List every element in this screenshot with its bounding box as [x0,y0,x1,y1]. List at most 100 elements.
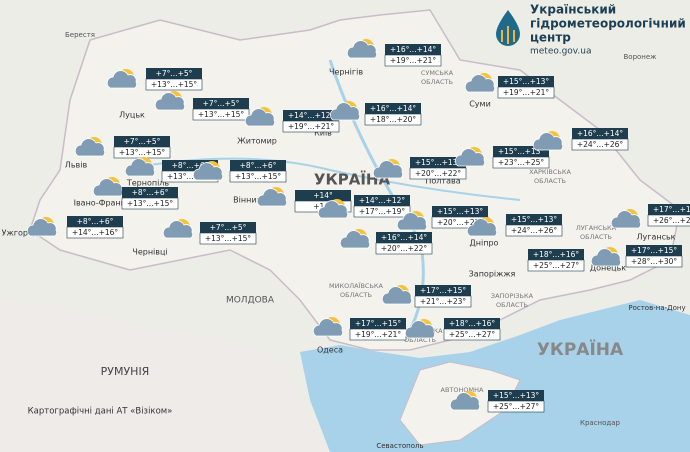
day-temp: +19°...+21° [390,56,437,65]
place-label: Чернівці [132,248,167,257]
day-temp: +13°...+15° [205,234,252,243]
place-label: Ужгород [2,229,39,238]
night-box [626,245,682,256]
cloud-icon [317,200,348,219]
day-temp: +26°...+28° [653,216,690,225]
weather-badge: +8°...+6° +13°...+15° [92,177,179,210]
place-label: ОБЛАСТЬ [421,78,453,86]
cloud-icon [449,392,480,411]
night-box [193,98,249,109]
night-box [488,390,544,401]
night-box [493,146,549,157]
place-label: ЛУГАНСЬКА [576,224,617,232]
day-temp: +19° [313,202,333,211]
day-box [571,138,629,151]
cloud-icon [346,40,377,59]
day-box [443,328,501,341]
night-box [146,68,202,79]
day-temp: +23°...+25° [498,158,545,167]
place-label: Луганськ [636,233,675,242]
place-label: Чернігів [329,68,363,77]
day-temp: +13°...+15° [151,80,198,89]
night-temp: +18°...+16° [533,250,580,259]
cloud-icon [26,218,57,237]
day-temp: +14°...+16° [72,228,119,237]
night-box [350,318,406,329]
day-box [353,205,411,218]
weather-badge: +7°...+5° +13°...+15° [162,219,257,245]
place-label: Київ [314,129,332,138]
weather-badge: +18°...+16° +25°...+27° [527,249,585,272]
night-temp: +15°...+13° [415,158,462,167]
weather-badge: +7°...+5° +13°...+15° [74,136,171,159]
night-temp: +7°...+5° [203,99,240,108]
day-temp: +28°...+30° [631,257,678,266]
night-box [122,187,178,198]
night-temp: +7°...+5° [124,137,161,146]
cloud-icon [404,320,435,339]
night-box [365,103,421,114]
place-label: РУМУНІЯ [101,365,150,378]
place-label: УКРАЇНА [314,170,391,189]
night-box [67,216,123,227]
place-label: УКРАЇНА [537,338,624,360]
day-box [527,259,585,272]
night-temp: +7°...+5° [210,223,247,232]
place-label: АВТОНОМНА [441,386,484,394]
night-temp: +17°...+15° [420,286,467,295]
weather-badge: +16°...+14° +24°...+26° [532,128,629,151]
night-box [230,160,286,171]
weather-badge: +14° +19° [256,187,352,213]
night-box [354,195,410,206]
place-label: Львів [65,161,88,170]
cloud-icon [124,158,155,177]
weather-badge: +15°...+13° +23°...+25° [454,146,550,169]
weather-badge: +17°...+15° +28°...+30° [590,245,683,268]
night-temp: +17°...+15° [631,246,678,255]
night-box [376,232,432,243]
place-label: ОБЛАСТЬ [534,177,566,185]
day-temp: +13°...+15° [235,172,282,181]
cloud-icon [244,108,275,127]
day-temp: +17°...+19° [359,207,406,216]
night-box [295,190,351,201]
day-box [66,226,124,239]
weather-badge: +17°...+15° +26°...+28° [610,204,690,229]
day-temp: +13°...+15° [127,199,174,208]
day-box [145,78,203,91]
cloud-icon [396,212,427,231]
weather-badge: +17°...+15° +19°...+21° [312,317,407,341]
place-label: ОБЛАСТЬ [404,336,436,344]
weather-badge: +7°...+5° +13°...+15° [106,68,203,91]
place-label: Житомир [237,137,277,146]
day-temp: +19°...+21° [288,122,335,131]
place-label: МОЛДОВА [226,296,275,306]
day-temp: +19°...+21° [503,88,550,97]
night-temp: +15°...+13° [503,77,550,86]
day-box [487,400,545,413]
day-box [625,255,683,268]
weather-badge: +15°...+13° +20°...+22° [396,206,489,231]
day-temp: +20°...+22° [415,169,462,178]
weather-badge: +16°...+14° +18°...+20° [329,101,422,126]
weather-badge: +15°...+13° +24°...+26° [466,214,563,237]
day-box [492,156,550,169]
night-box [385,44,441,55]
night-temp: +15°...+13° [493,391,540,400]
cloud-icon [74,138,105,157]
weather-badge: +14°...+12° +17°...+19° [317,195,411,219]
day-temp: +21°...+23° [420,297,467,306]
place-label: Одеса [317,346,343,355]
night-box [572,128,628,139]
day-box [409,167,467,180]
cloud-icon [381,286,412,305]
place-label: Луцьк [119,111,145,120]
night-box [648,204,690,215]
night-box [444,318,500,329]
weather-badge: +16°...+14° +20°...+22° [339,229,433,255]
night-temp: +16°...+14° [381,233,428,242]
river [149,157,521,201]
night-temp: +8°...+6° [240,161,277,170]
day-temp: +13°...+15° [167,172,214,181]
place-label: Берестя [65,31,95,39]
